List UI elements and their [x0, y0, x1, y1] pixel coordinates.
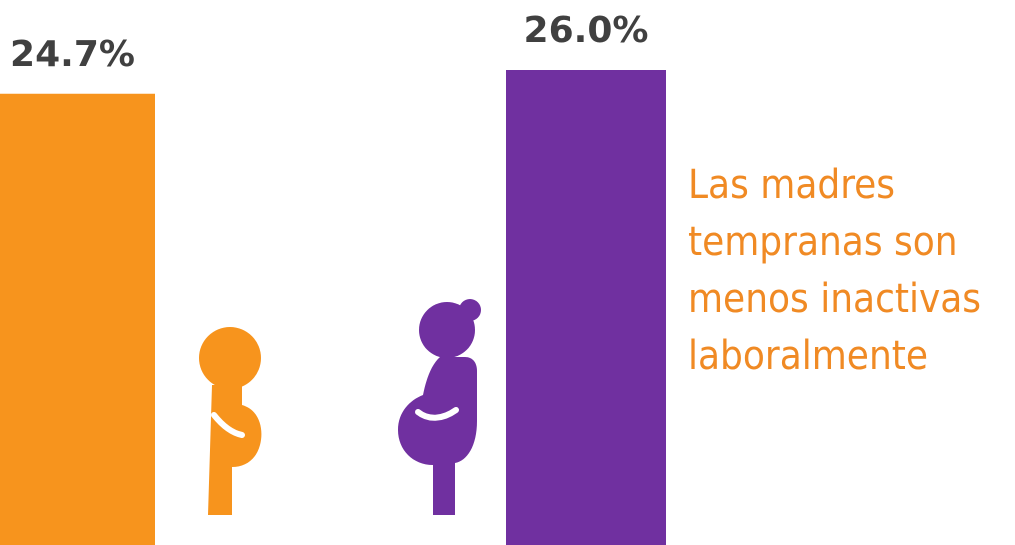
value-label: 24.7%: [10, 34, 135, 75]
annotation-line: Las madres: [688, 162, 895, 208]
annotation-line: tempranas son: [688, 219, 958, 265]
annotation-line: menos inactivas: [688, 276, 981, 322]
icon-young-mother: [199, 327, 262, 515]
bar: [506, 70, 666, 545]
value-label: 26.0%: [524, 10, 649, 51]
bar: [0, 93, 155, 545]
annotation-line: laboralmente: [688, 333, 928, 379]
icon-adult-mother: [398, 299, 481, 515]
